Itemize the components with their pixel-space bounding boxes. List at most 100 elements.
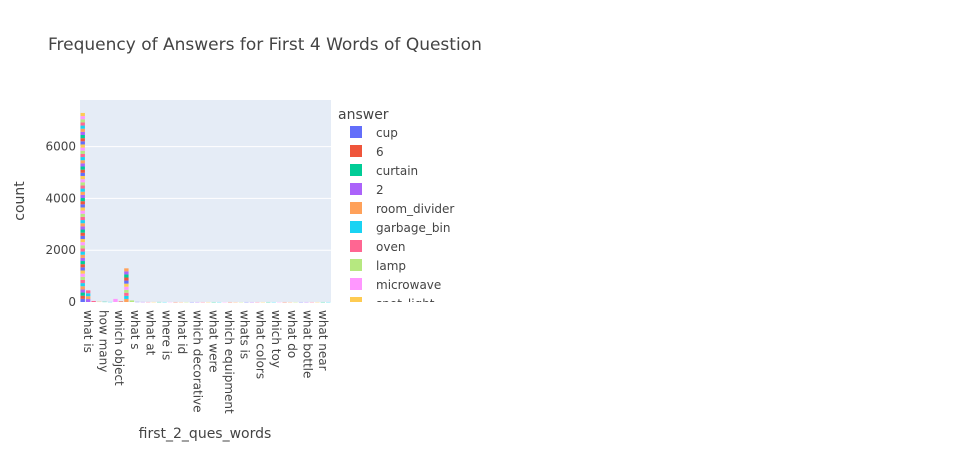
legend-swatch[interactable]: [350, 297, 362, 309]
bar-segment: [80, 264, 85, 268]
bar-segment: [124, 292, 129, 296]
y-axis-label: count: [12, 181, 28, 221]
bar-segment: [80, 150, 85, 154]
y-tick-label: 2000: [45, 243, 76, 257]
bar-segment: [80, 116, 85, 120]
bar-segment: [80, 276, 85, 280]
bar-segment: [80, 135, 85, 139]
bar-segment: [80, 185, 85, 189]
bar-segment: [124, 280, 129, 284]
legend-swatch[interactable]: [350, 278, 362, 290]
bars: [80, 112, 331, 303]
bar-segment: [80, 261, 85, 265]
x-axis-ticks: what is how many which object what s what at…: [81, 310, 330, 414]
legend-swatch[interactable]: [350, 126, 362, 138]
bar-segment: [80, 279, 85, 284]
bar-segment: [80, 125, 85, 129]
bar-segment: [80, 216, 85, 221]
x-tick-label: what were: [206, 310, 220, 373]
bar-segment: [80, 226, 85, 230]
bar-segment: [80, 175, 85, 180]
bar-segment: [80, 112, 85, 117]
bar-segment: [80, 229, 85, 233]
bar-segment: [86, 296, 91, 300]
bar-segment: [113, 298, 118, 302]
y-tick-label: 4000: [45, 191, 76, 205]
bar-segment: [80, 188, 85, 192]
x-tick-label: whats is: [238, 310, 252, 359]
legend-swatch[interactable]: [350, 164, 362, 176]
bar-segment: [80, 128, 85, 132]
legend-label[interactable]: cup: [376, 126, 398, 140]
bar-segment: [80, 179, 85, 183]
bar-segment: [80, 232, 85, 236]
legend-swatch[interactable]: [350, 145, 362, 157]
legend-label[interactable]: microwave: [376, 278, 441, 292]
bar-segment: [80, 163, 85, 167]
bar-segment: [118, 301, 124, 302]
x-tick-label: what s: [128, 310, 142, 350]
legend-swatch[interactable]: [350, 202, 362, 214]
x-tick-label: what at: [144, 310, 158, 356]
bar-segment: [80, 210, 85, 214]
bar-segment: [80, 213, 85, 217]
legend-swatch[interactable]: [350, 240, 362, 252]
y-axis-ticks: 0 2000 4000 6000: [45, 140, 76, 309]
bar-segment: [80, 257, 85, 262]
y-tick-label: 0: [68, 295, 76, 309]
bar-segment: [80, 251, 85, 255]
legend: answer cup 6 curtain 2 room_divider garbage_b…: [338, 107, 454, 311]
bar-segment: [124, 268, 129, 272]
bar-segment: [80, 160, 85, 164]
bar-segment: [80, 172, 85, 176]
legend-label[interactable]: room_divider: [376, 202, 454, 216]
bar-segment: [80, 169, 85, 173]
bar-segment: [124, 283, 129, 287]
bar-segment: [80, 119, 85, 123]
legend-swatch[interactable]: [350, 259, 362, 271]
x-tick-label: what do: [285, 310, 299, 358]
bar-segment: [80, 283, 85, 287]
x-tick-label: how many: [97, 310, 111, 372]
gridlines: [80, 146, 331, 251]
bar-segment: [86, 299, 91, 302]
bar-segment: [80, 286, 85, 290]
legend-label[interactable]: oven: [376, 240, 405, 254]
x-tick-label: what near: [316, 310, 330, 371]
bar-segment: [80, 238, 85, 243]
legend-label[interactable]: garbage_bin: [376, 221, 450, 235]
bar-segment: [80, 153, 85, 158]
legend-label[interactable]: lamp: [376, 259, 406, 273]
bar-segment: [80, 201, 85, 205]
bar-segment: [124, 289, 129, 293]
bar-segment: [80, 235, 85, 239]
bar-segment: [80, 242, 85, 246]
bar-segment: [80, 166, 85, 170]
bar-segment: [86, 290, 91, 294]
bar-segment: [124, 277, 129, 281]
legend-label[interactable]: spot_light: [376, 297, 435, 311]
bar-segment: [80, 289, 85, 293]
bar-segment: [80, 182, 85, 186]
bar-segment: [91, 300, 96, 302]
chart-title: Frequency of Answers for First 4 Words o…: [48, 35, 482, 55]
bar-segment: [129, 300, 135, 302]
x-tick-label: what colors: [253, 310, 267, 379]
legend-label[interactable]: 2: [376, 183, 384, 197]
legend-swatch[interactable]: [350, 183, 362, 195]
bar-segment: [80, 194, 85, 199]
bar-segment: [80, 131, 85, 136]
bar-segment: [80, 295, 85, 299]
bar-segment: [124, 286, 129, 290]
x-tick-label: what bottle: [300, 310, 314, 378]
bar-segment: [124, 295, 129, 299]
legend-swatch[interactable]: [350, 221, 362, 233]
bar-segment: [80, 223, 85, 227]
legend-label[interactable]: 6: [376, 145, 384, 159]
bar-segment: [80, 267, 85, 271]
legend-label[interactable]: curtain: [376, 164, 418, 178]
bar-segment: [80, 270, 85, 274]
bar-segment: [80, 298, 85, 302]
bar-segment: [80, 157, 85, 161]
